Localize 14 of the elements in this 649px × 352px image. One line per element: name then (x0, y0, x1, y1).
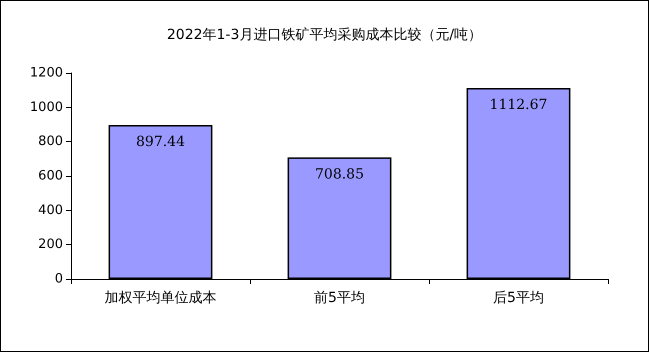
y-tick-label: 1200 (30, 66, 63, 80)
y-tick-label: 800 (38, 134, 63, 150)
x-tick-label: 加权平均单位成本 (104, 290, 216, 306)
y-tick-label: 1000 (30, 100, 63, 115)
x-tick-label: 后5平均 (493, 290, 544, 306)
y-tick-label: 400 (38, 202, 63, 218)
y-tick-label: 600 (38, 168, 63, 184)
x-tick-label: 前5平均 (314, 290, 365, 306)
chart-title: 2022年1-3月进口铁矿平均采购成本比较（元/吨） (166, 27, 482, 43)
y-tick-label: 0 (54, 272, 63, 286)
data-label: 897.44 (136, 134, 186, 150)
data-label: 1112.67 (490, 96, 548, 113)
y-tick-label: 200 (38, 237, 63, 252)
data-label: 708.85 (315, 166, 364, 182)
